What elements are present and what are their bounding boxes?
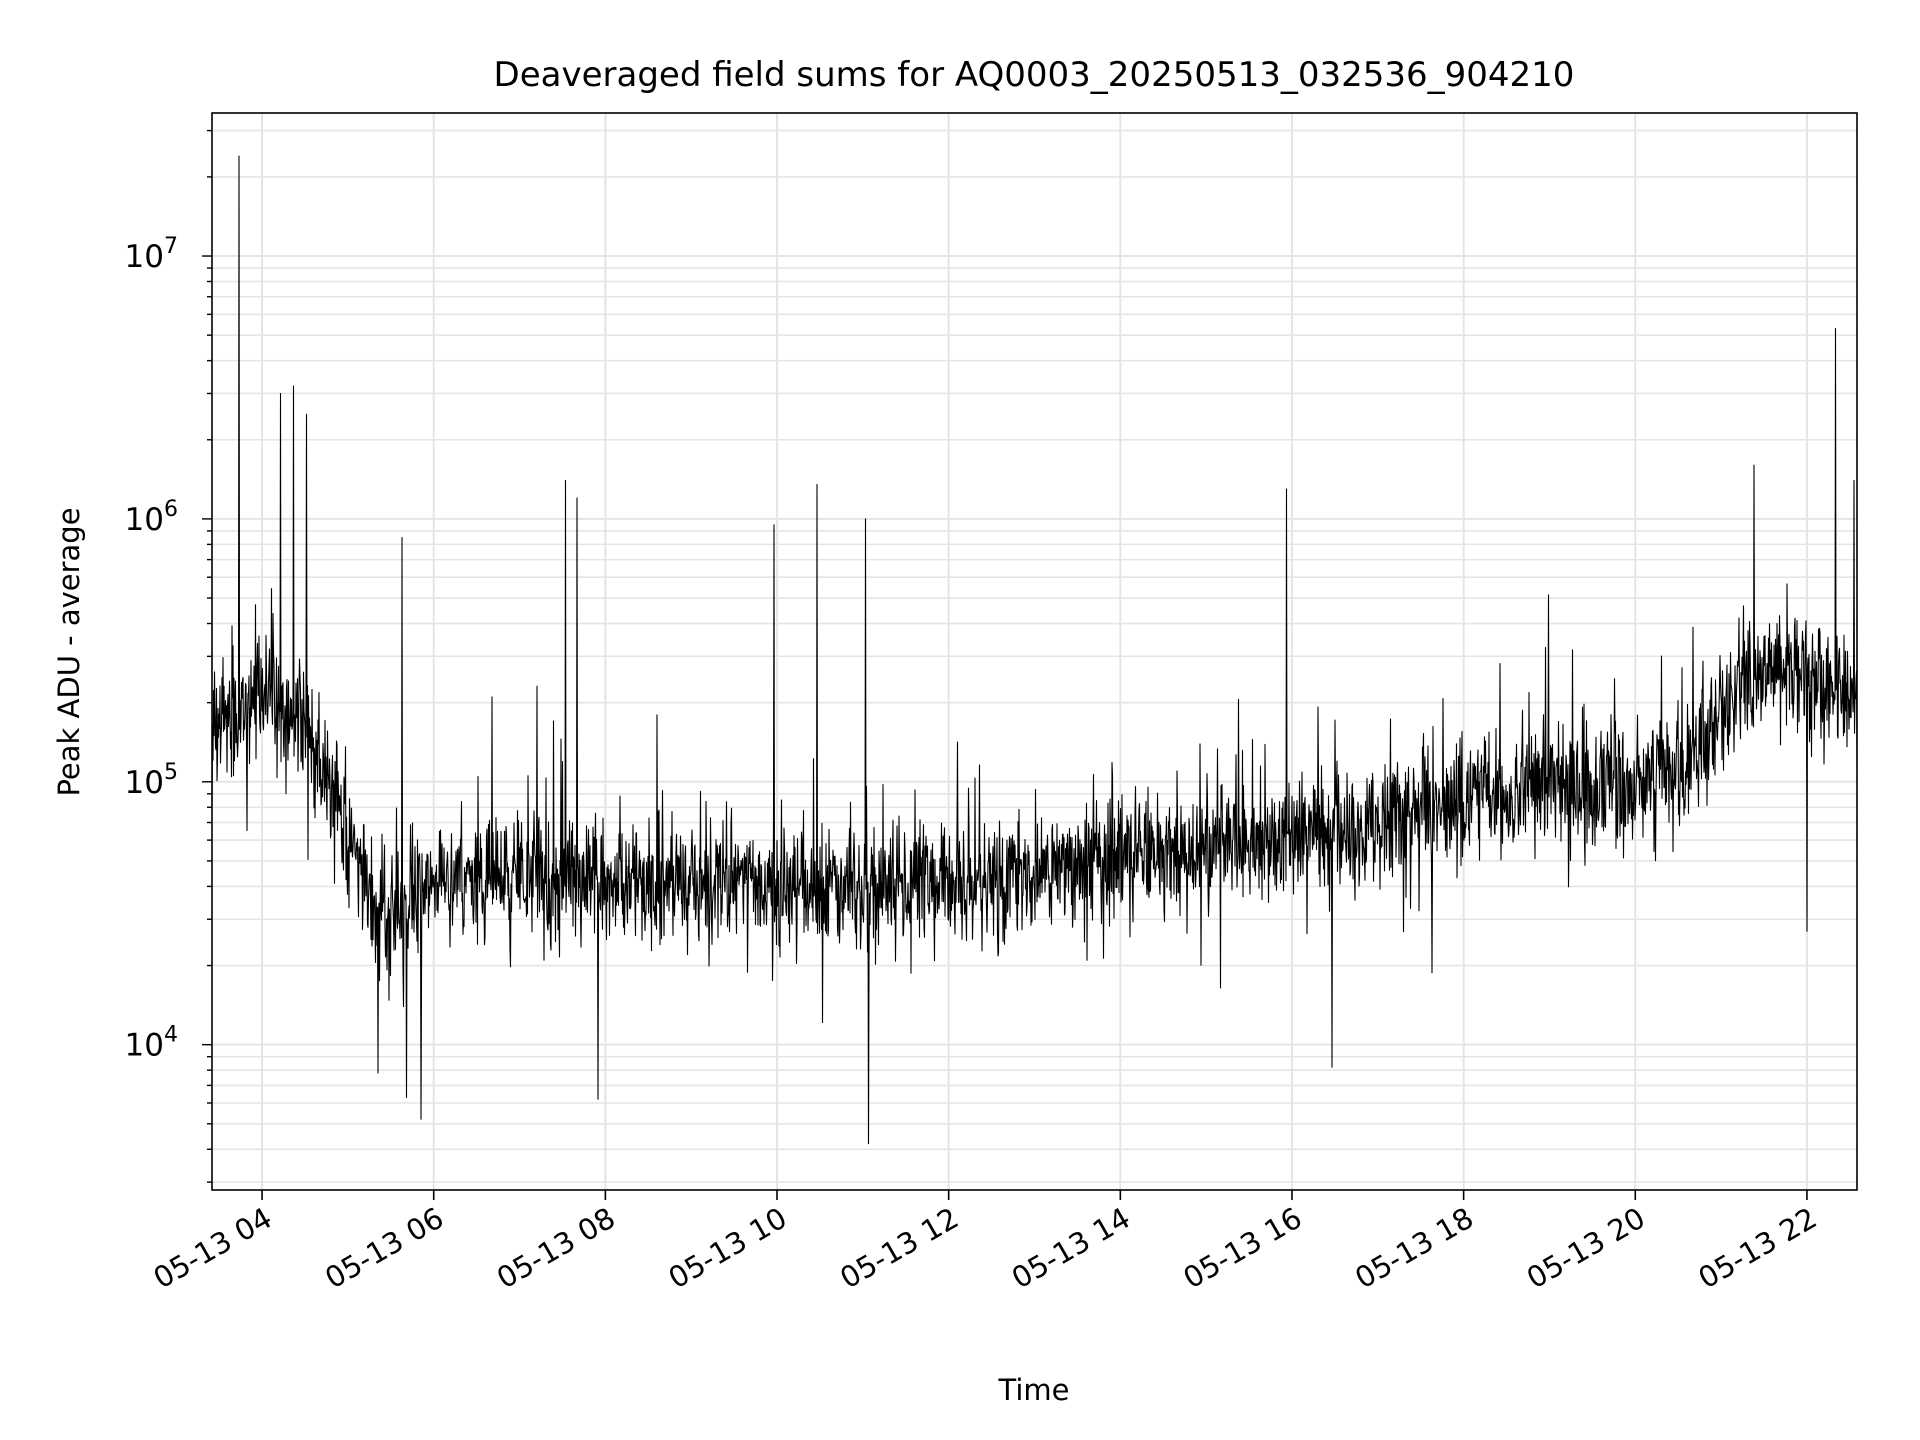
series-line xyxy=(211,155,1858,1145)
x-axis-label: Time xyxy=(998,1373,1070,1407)
y-tick-base: 10 xyxy=(125,239,164,275)
y-tick-base: 10 xyxy=(125,765,164,801)
plot-frame xyxy=(211,112,1858,1191)
y-tick-exponent: 6 xyxy=(164,497,178,522)
y-tick-base: 10 xyxy=(125,1028,164,1064)
y-tick-label: 107 xyxy=(125,234,178,275)
y-axis-label: Peak ADU - average xyxy=(52,507,86,796)
y-tick-exponent: 5 xyxy=(164,760,178,785)
y-tick-label: 105 xyxy=(125,760,178,801)
y-tick-label: 106 xyxy=(125,497,178,538)
series-layer xyxy=(211,155,1858,1145)
y-tick-exponent: 4 xyxy=(164,1023,178,1048)
y-tick-label: 104 xyxy=(125,1023,178,1064)
y-tick-exponent: 7 xyxy=(164,234,178,259)
chart-title: Deaveraged field sums for AQ0003_2025051… xyxy=(494,55,1575,95)
y-tick-base: 10 xyxy=(125,502,164,538)
